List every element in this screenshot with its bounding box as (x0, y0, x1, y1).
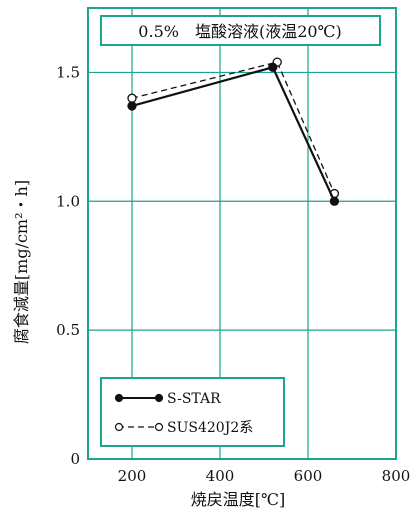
series-line-s-star (131, 65, 336, 202)
y-tick-label: 1.0 (56, 192, 80, 210)
legend-marker-s-star-right (154, 393, 164, 403)
y-tick-label: 1.5 (56, 63, 80, 81)
legend-frame (100, 377, 285, 447)
data-point-s-star (329, 196, 340, 206)
chart-title: 0.5% 塩酸溶液(液温20℃) (138, 22, 341, 41)
legend-marker-sus420j2-left (114, 422, 124, 432)
y-axis-label: 腐食減量[mg/cm²・h] (12, 180, 31, 344)
x-tick-label: 200 (118, 467, 147, 485)
x-axis-label: 焼戻温度[℃] (191, 490, 285, 509)
tick-labels: 200 400 600 800 0 0.5 1.0 1.5 (56, 63, 410, 485)
chart-title-frame (100, 15, 381, 46)
legend: S-STAR SUS420J2系 (100, 377, 285, 447)
x-tick-label: 800 (382, 467, 411, 485)
y-tick-label: 0 (70, 450, 80, 468)
legend-marker-s-star-left (114, 393, 124, 403)
data-point-s-star (268, 62, 278, 72)
legend-label-s-star: S-STAR (167, 391, 221, 407)
series-layer (127, 57, 340, 206)
x-tick-label: 400 (206, 467, 235, 485)
y-tick-label: 0.5 (56, 321, 80, 339)
legend-label-sus420j2: SUS420J2系 (167, 420, 253, 436)
series-line-sus420j2 (131, 61, 335, 194)
x-tick-label: 600 (294, 467, 323, 485)
plot-frame (87, 7, 397, 460)
chart-title-box: 0.5% 塩酸溶液(液温20℃) (100, 15, 381, 46)
data-point-s-star (127, 101, 137, 111)
data-point-sus420j2 (127, 93, 137, 103)
legend-marker-sus420j2-right (154, 422, 164, 432)
